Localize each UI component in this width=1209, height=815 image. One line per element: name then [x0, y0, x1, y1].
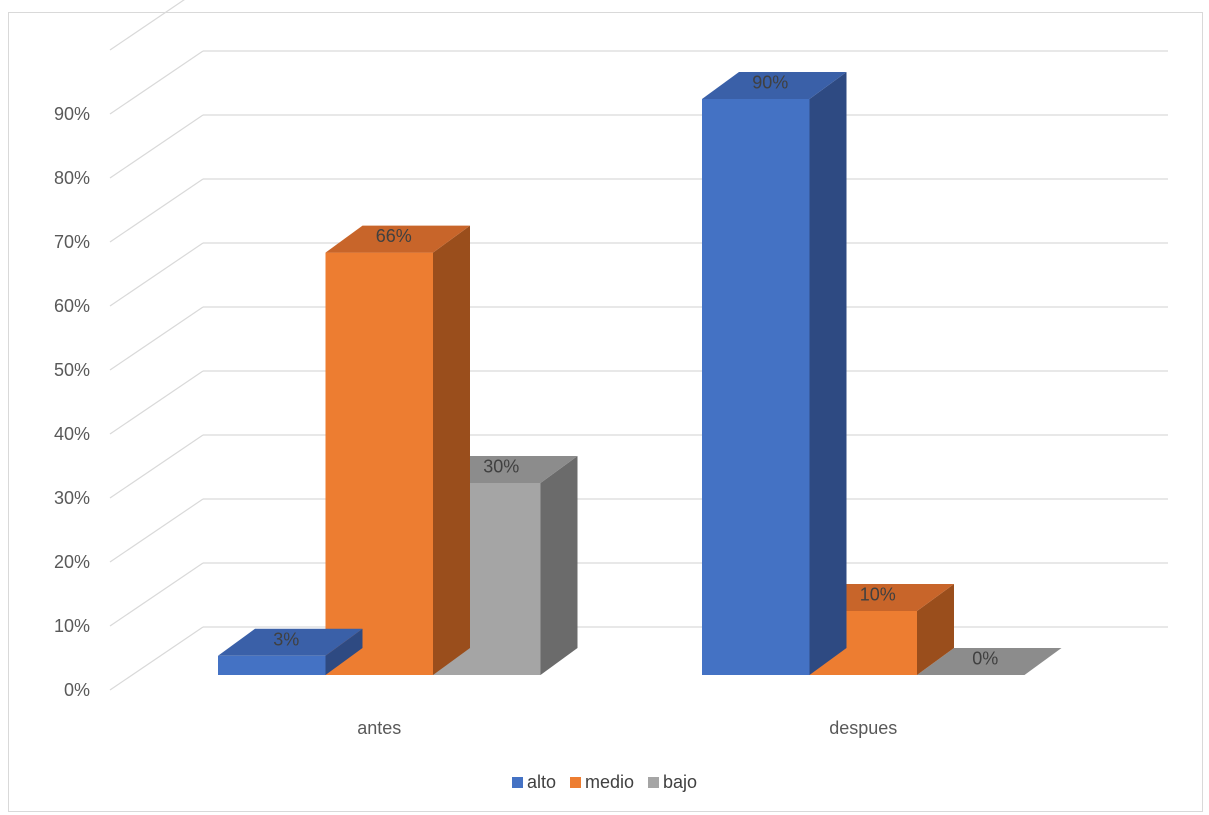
- y-tick-label: 50%: [54, 360, 90, 380]
- gridline: [109, 0, 185, 51]
- legend-item-alto: alto: [511, 772, 556, 793]
- x-axis-categories: antes despues: [357, 718, 897, 738]
- y-tick-label: 30%: [54, 488, 90, 508]
- gridline: [109, 50, 1168, 115]
- gridline: [109, 370, 1168, 435]
- gridlines: [109, 0, 1168, 691]
- y-tick-label: 20%: [54, 552, 90, 572]
- legend: alto medio bajo: [0, 772, 1209, 793]
- y-tick-label: 40%: [54, 424, 90, 444]
- legend-label: bajo: [663, 772, 698, 792]
- legend-swatch: [511, 777, 523, 788]
- bars: [218, 72, 1062, 675]
- data-labels: 30% 66% 3% 0% 10% 90%: [273, 73, 998, 669]
- y-tick-label: 90%: [54, 104, 90, 124]
- gridline: [109, 242, 1168, 307]
- y-tick-label: 10%: [54, 616, 90, 636]
- legend-item-medio: medio: [569, 772, 635, 793]
- data-label: 66%: [376, 226, 412, 246]
- bar-bajo-despues: [917, 648, 1062, 675]
- gridline: [109, 498, 1168, 563]
- gridline: [109, 114, 1168, 179]
- y-tick-label: 60%: [54, 296, 90, 316]
- y-axis-ticks: 0% 10% 20% 30% 40% 50% 60% 70% 80% 90%: [54, 104, 90, 700]
- bar-alto-despues: [702, 72, 847, 675]
- legend-label: medio: [584, 772, 635, 792]
- chart-frame: [8, 12, 1203, 812]
- x-category-label: despues: [829, 718, 897, 738]
- data-label: 90%: [752, 73, 788, 93]
- data-label: 3%: [273, 629, 299, 649]
- y-tick-label: 0%: [64, 680, 90, 700]
- data-label: 30%: [483, 457, 519, 477]
- data-label: 10%: [860, 585, 896, 605]
- legend-item-bajo: bajo: [648, 772, 697, 793]
- bar-medio-antes: [325, 225, 470, 675]
- legend-swatch: [569, 777, 581, 788]
- gridline: [109, 178, 1168, 243]
- gridline: [109, 434, 1168, 499]
- x-category-label: antes: [357, 718, 401, 738]
- gridline: [109, 306, 1168, 371]
- legend-label: alto: [526, 772, 556, 792]
- y-tick-label: 80%: [54, 168, 90, 188]
- bar-alto-antes: [218, 628, 363, 675]
- y-tick-label: 70%: [54, 232, 90, 252]
- gridline: [109, 562, 1168, 627]
- data-label: 0%: [972, 649, 998, 669]
- legend-swatch: [648, 777, 660, 788]
